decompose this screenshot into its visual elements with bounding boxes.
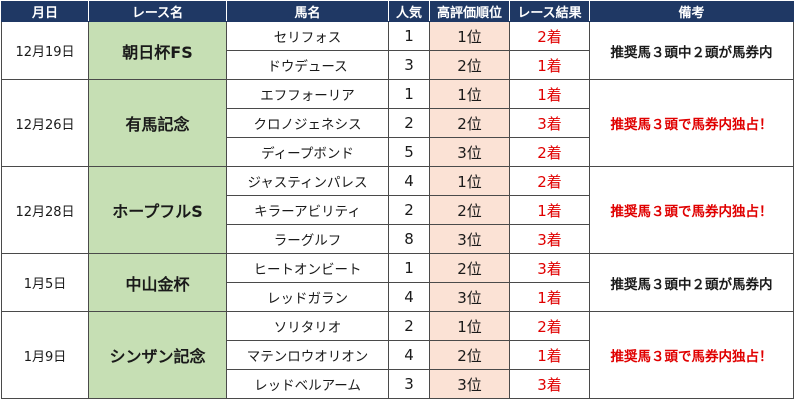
horse-name-cell: キラーアビリティ xyxy=(226,195,389,225)
horse-name-cell: ソリタリオ xyxy=(226,311,389,341)
race-name-cell: 朝日杯FS xyxy=(88,21,227,80)
table-row: キラーアビリティ 2 2位 1着 xyxy=(2,195,794,225)
header-rank: 高評価順位 xyxy=(429,1,510,22)
horse-name-cell: レッドガラン xyxy=(226,282,389,312)
popularity-cell: 8 xyxy=(388,224,430,254)
race-name-cell: ホープフルS xyxy=(88,166,227,254)
popularity-cell: 4 xyxy=(388,340,430,370)
header-date: 月日 xyxy=(1,1,89,22)
table-row: レッドベルアーム 3 3位 3着 xyxy=(2,369,794,399)
table-row: マテンロウオリオン 4 2位 1着 xyxy=(2,340,794,370)
header-result: レース結果 xyxy=(509,1,590,22)
race-date-cell: 1月5日 xyxy=(1,253,89,312)
table-row: 12月26日 有馬記念 エフフォーリア 1 1位 1着 推奨馬３頭で馬券内独占！ xyxy=(1,79,794,167)
rating-rank-cell: 2位 xyxy=(429,340,510,370)
race-date-cell: 12月28日 xyxy=(1,166,89,254)
rating-rank-cell: 3位 xyxy=(429,224,510,254)
header-horse: 馬名 xyxy=(226,1,389,22)
table-row: 12月28日 ホープフルS ジャスティンパレス 4 1位 2着 推奨馬３頭で馬券内独占！ xyxy=(1,166,794,254)
race-name-cell: シンザン記念 xyxy=(88,311,227,399)
race-result-cell: 1着 xyxy=(509,195,590,225)
rating-rank-cell: 3位 xyxy=(429,137,510,167)
popularity-cell: 3 xyxy=(388,50,430,80)
popularity-cell: 5 xyxy=(388,137,430,167)
popularity-cell: 2 xyxy=(388,311,430,341)
race-name-cell: 中山金杯 xyxy=(88,253,227,312)
race-name-cell: 有馬記念 xyxy=(88,79,227,167)
note-cell: 推奨馬３頭で馬券内独占！ xyxy=(589,166,794,254)
horse-name-cell: ラーグルフ xyxy=(226,224,389,254)
popularity-cell: 2 xyxy=(388,108,430,138)
table-row: 1月5日 中山金杯 ヒートオンビート 1 2位 3着 推奨馬３頭中２頭が馬券内 xyxy=(1,253,794,312)
race-result-cell: 2着 xyxy=(509,21,590,51)
race-result-cell: 3着 xyxy=(509,253,590,283)
table-row: 12月19日 朝日杯FS セリフォス 1 1位 2着 推奨馬３頭中２頭が馬券内 xyxy=(1,21,794,80)
popularity-cell: 1 xyxy=(388,253,430,283)
rating-rank-cell: 2位 xyxy=(429,50,510,80)
rating-rank-cell: 3位 xyxy=(429,369,510,399)
rating-rank-cell: 1位 xyxy=(429,79,510,109)
table-row: クロノジェネシス 2 2位 3着 xyxy=(2,108,794,138)
race-result-cell: 2着 xyxy=(509,137,590,167)
popularity-cell: 1 xyxy=(388,79,430,109)
horse-name-cell: ドウデュース xyxy=(226,50,389,80)
table-row: レッドガラン 4 3位 1着 xyxy=(2,282,794,312)
horse-name-cell: レッドベルアーム xyxy=(226,369,389,399)
race-result-cell: 1着 xyxy=(509,340,590,370)
rating-rank-cell: 1位 xyxy=(429,311,510,341)
note-cell: 推奨馬３頭中２頭が馬券内 xyxy=(589,253,794,312)
race-result-cell: 2着 xyxy=(509,166,590,196)
race-result-cell: 3着 xyxy=(509,369,590,399)
horse-name-cell: エフフォーリア xyxy=(226,79,389,109)
horse-name-cell: クロノジェネシス xyxy=(226,108,389,138)
table-row: ドウデュース 3 2位 1着 xyxy=(2,50,794,80)
popularity-cell: 2 xyxy=(388,195,430,225)
race-result-cell: 1着 xyxy=(509,79,590,109)
note-cell: 推奨馬３頭中２頭が馬券内 xyxy=(589,21,794,80)
popularity-cell: 1 xyxy=(388,21,430,51)
rating-rank-cell: 1位 xyxy=(429,21,510,51)
rating-rank-cell: 3位 xyxy=(429,282,510,312)
rating-rank-cell: 1位 xyxy=(429,166,510,196)
note-cell: 推奨馬３頭で馬券内独占！ xyxy=(589,311,794,399)
race-result-cell: 1着 xyxy=(509,282,590,312)
race-date-cell: 12月19日 xyxy=(1,21,89,80)
table-row: 1月9日 シンザン記念 ソリタリオ 2 1位 2着 推奨馬３頭で馬券内独占！ xyxy=(1,311,794,399)
rating-rank-cell: 2位 xyxy=(429,195,510,225)
table-body: 12月19日 朝日杯FS セリフォス 1 1位 2着 推奨馬３頭中２頭が馬券内 ドウデュース 3… xyxy=(1,21,794,399)
horse-name-cell: セリフォス xyxy=(226,21,389,51)
header-row: 月日 レース名 馬名 人気 高評価順位 レース結果 備考 xyxy=(1,1,794,22)
horse-name-cell: マテンロウオリオン xyxy=(226,340,389,370)
horse-name-cell: ディープボンド xyxy=(226,137,389,167)
horse-name-cell: ジャスティンパレス xyxy=(226,166,389,196)
popularity-cell: 4 xyxy=(388,166,430,196)
rating-rank-cell: 2位 xyxy=(429,253,510,283)
header-popularity: 人気 xyxy=(388,1,430,22)
popularity-cell: 3 xyxy=(388,369,430,399)
rating-rank-cell: 2位 xyxy=(429,108,510,138)
header-note: 備考 xyxy=(589,1,794,22)
race-result-cell: 3着 xyxy=(509,108,590,138)
race-result-cell: 1着 xyxy=(509,50,590,80)
race-result-cell: 2着 xyxy=(509,311,590,341)
race-date-cell: 12月26日 xyxy=(1,79,89,167)
note-cell: 推奨馬３頭で馬券内独占！ xyxy=(589,79,794,167)
race-date-cell: 1月9日 xyxy=(1,311,89,399)
table-row: ディープボンド 5 3位 2着 xyxy=(2,137,794,167)
horse-name-cell: ヒートオンビート xyxy=(226,253,389,283)
race-result-cell: 3着 xyxy=(509,224,590,254)
popularity-cell: 4 xyxy=(388,282,430,312)
header-race: レース名 xyxy=(88,1,227,22)
